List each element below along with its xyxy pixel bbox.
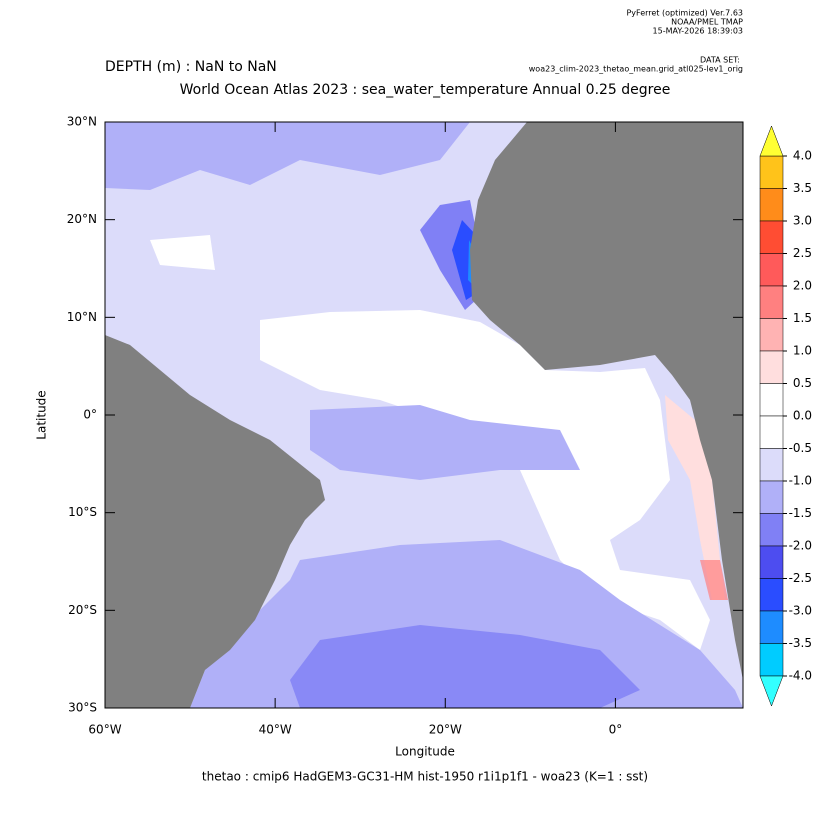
colorbar-label: -3.5: [789, 636, 812, 650]
dataset-name: woa23_clim-2023_thetao_mean.grid_atl025-…: [529, 65, 743, 74]
main-title: World Ocean Atlas 2023 : sea_water_tempe…: [180, 82, 671, 98]
colorbar-label: -2.5: [789, 571, 812, 585]
land-south-america: [105, 335, 325, 708]
colorbar-bin: [759, 448, 784, 482]
y-axis-label: Latitude: [35, 390, 49, 439]
colorbar-bin: [759, 285, 784, 319]
colorbar-bin: [759, 155, 784, 189]
colorbar-bin: [759, 643, 784, 677]
colorbar-bin: [759, 480, 784, 514]
y-tick-label: 10°S: [68, 505, 97, 519]
ocean-patch: [310, 405, 580, 480]
colorbar-label: -1.5: [789, 506, 812, 520]
map-field: [105, 122, 743, 708]
ocean-patch: [290, 625, 640, 708]
warm-patch: [665, 395, 725, 600]
colorbar-label: 0.5: [793, 376, 812, 390]
colorbar-bin: [759, 513, 784, 547]
y-tick-label: 30°N: [67, 115, 97, 129]
colorbar-label: -1.0: [789, 474, 812, 488]
colorbar-label: -4.0: [789, 669, 812, 683]
colorbar-over: [759, 125, 784, 157]
colorbar-label: 4.0: [793, 149, 812, 163]
x-tick-label: 60°W: [88, 723, 121, 737]
y-tick-label: 20°N: [67, 212, 97, 226]
colorbar-under: [759, 675, 784, 707]
y-tick-label: 30°S: [68, 701, 97, 715]
org-label: NOAA/PMEL TMAP: [671, 18, 743, 27]
dataset-label: DATA SET:: [700, 56, 740, 65]
x-axis-label: Longitude: [395, 745, 455, 759]
ocean-patch: [260, 310, 710, 650]
land-africa: [470, 122, 743, 680]
y-tick-label: 0°: [83, 408, 97, 422]
depth-title: DEPTH (m) : NaN to NaN: [105, 59, 277, 75]
colorbar-bin: [759, 318, 784, 352]
colorbar-label: 3.5: [793, 181, 812, 195]
colorbar-bin: [759, 220, 784, 254]
colorbar-bin: [759, 253, 784, 287]
ocean-patch: [150, 235, 215, 270]
date-label: 15-MAY-2026 18:39:03: [653, 27, 743, 36]
colorbar-bin: [759, 415, 784, 449]
colorbar-label: 2.5: [793, 246, 812, 260]
colorbar-label: -2.0: [789, 539, 812, 553]
program-label: PyFerret (optimized) Ver.7.63: [626, 9, 743, 18]
colorbar-label: 1.5: [793, 311, 812, 325]
colorbar-bin: [759, 188, 784, 222]
colorbar-label: -0.5: [789, 441, 812, 455]
colorbar-bin: [759, 578, 784, 612]
y-tick-label: 10°N: [67, 310, 97, 324]
colorbar-label: 2.0: [793, 279, 812, 293]
colorbar-label: 3.0: [793, 214, 812, 228]
colorbar-bin: [759, 610, 784, 644]
x-tick-label: 20°W: [429, 723, 462, 737]
colorbar-label: 0.0: [793, 409, 812, 423]
footer-label: thetao : cmip6 HadGEM3-GC31-HM hist-1950…: [202, 770, 648, 784]
ocean-patch: [105, 122, 470, 190]
colorbar-bin: [759, 383, 784, 417]
colorbar-label: -3.0: [789, 604, 812, 618]
warm-patch: [700, 560, 728, 600]
colorbar-label: 1.0: [793, 344, 812, 358]
x-tick-label: 0°: [609, 723, 623, 737]
colorbar-bin: [759, 350, 784, 384]
colorbar-bin: [759, 545, 784, 579]
y-tick-label: 20°S: [68, 603, 97, 617]
x-tick-label: 40°W: [259, 723, 292, 737]
